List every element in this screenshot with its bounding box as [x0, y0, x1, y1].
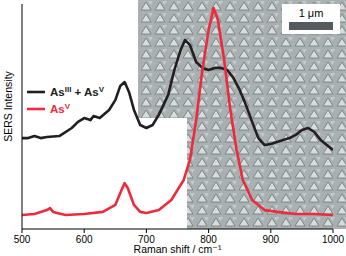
series-line — [22, 8, 333, 215]
x-tick-label: 600 — [76, 234, 93, 245]
chart: 1 μm5006007008009001000Raman shift / cm⁻… — [0, 0, 346, 256]
x-tick — [270, 229, 271, 233]
x-tick — [208, 229, 209, 233]
scale-bar — [289, 22, 333, 30]
x-tick — [84, 229, 85, 233]
x-tick — [146, 229, 147, 233]
scale-box — [282, 4, 340, 34]
series-line — [22, 40, 333, 150]
scale-label: 1 μm — [299, 7, 324, 19]
x-tick — [22, 229, 23, 233]
lines — [22, 8, 333, 215]
x-tick-label: 500 — [14, 234, 31, 245]
y-axis — [22, 4, 23, 229]
x-label: Raman shift / cm⁻¹ — [134, 243, 222, 255]
sem-image — [138, 0, 346, 229]
x-tick-label: 1000 — [322, 234, 345, 245]
legend-label: AsV — [50, 102, 71, 116]
x-tick — [333, 229, 334, 233]
legend-swatch — [27, 91, 45, 94]
legend-label: AsIII + AsV — [50, 85, 105, 99]
y-label: SERS Intensity — [2, 70, 14, 141]
x-tick-label: 900 — [262, 234, 279, 245]
legend-swatch — [27, 108, 45, 111]
x-axis — [22, 229, 333, 230]
